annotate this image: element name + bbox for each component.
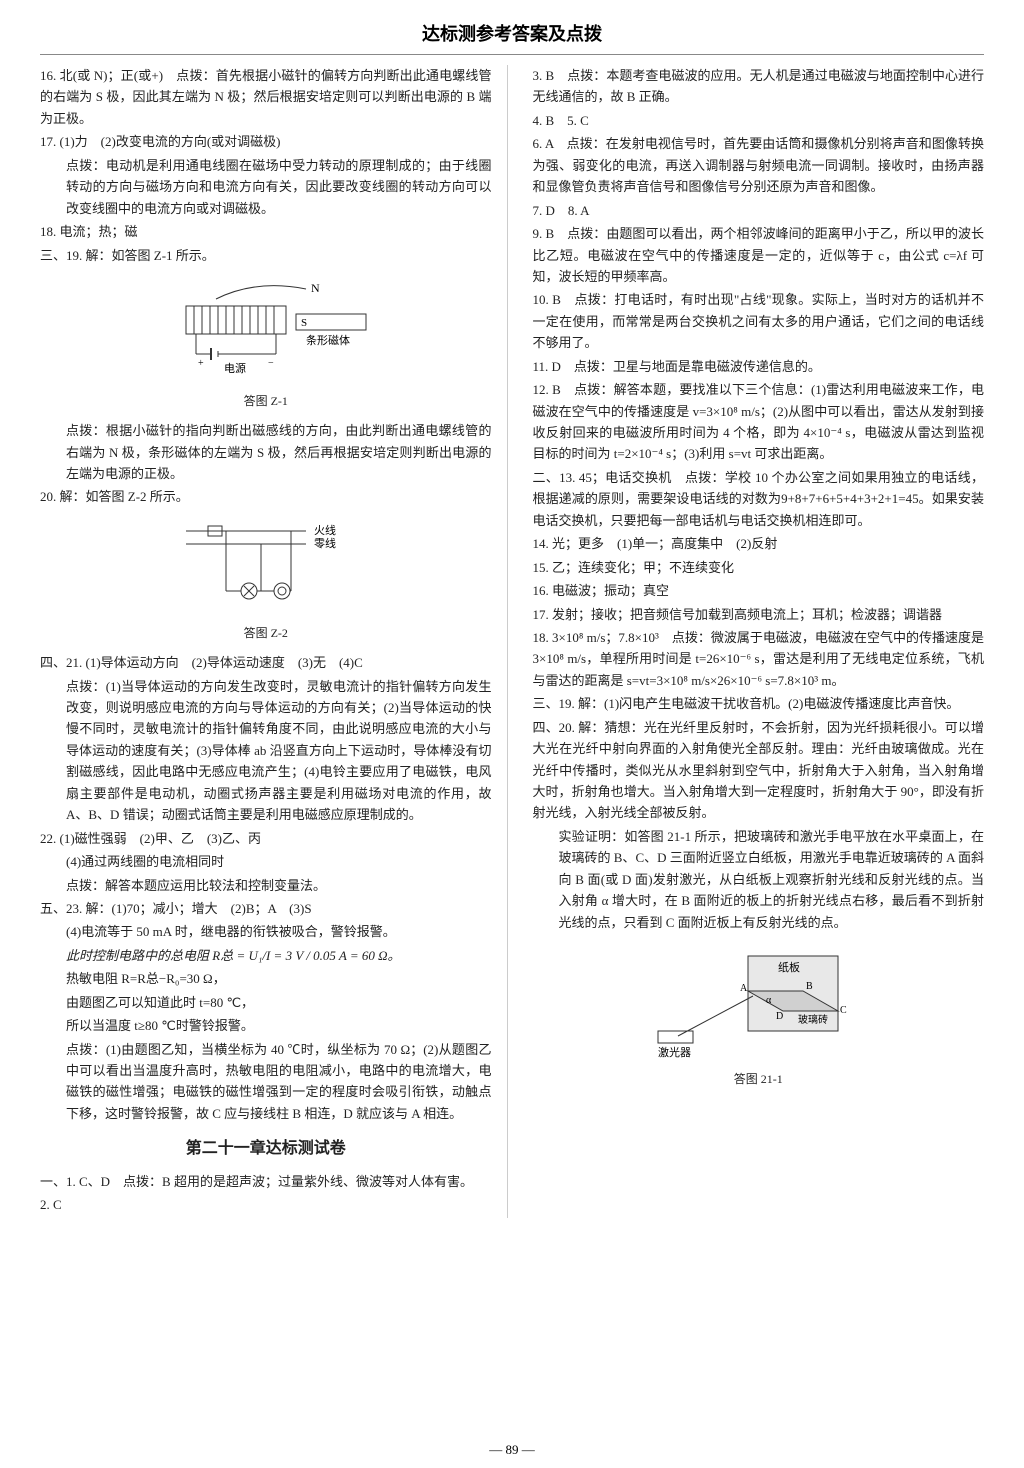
item-18: 18. 电流；热；磁 bbox=[40, 221, 492, 242]
svg-text:B: B bbox=[806, 981, 813, 992]
fig3-glass-label: 玻璃砖 bbox=[798, 1013, 828, 1026]
figure-z2: 火线 零线 答图 Z-2 bbox=[40, 516, 492, 644]
item-22c: 点拨：解答本题应运用比较法和控制变量法。 bbox=[40, 875, 492, 896]
item-23g: 点拨：(1)由题图乙知，当横坐标为 40 ℃时，纵坐标为 70 Ω；(2)从题图… bbox=[40, 1039, 492, 1125]
svg-text:−: − bbox=[268, 358, 274, 369]
r-item-17: 17. 发射；接收；把音频信号加载到高频电流上；耳机；检波器；调谐器 bbox=[533, 604, 985, 625]
item-20: 20. 解：如答图 Z-2 所示。 bbox=[40, 486, 492, 507]
content-columns: 16. 北(或 N)；正(或+) 点拨：首先根据小磁针的偏转方向判断出此通电螺线… bbox=[40, 65, 984, 1218]
chapter-21-title: 第二十一章达标测试卷 bbox=[40, 1136, 492, 1162]
r-item-7: 7. D 8. A bbox=[533, 200, 985, 221]
r-item-20a: 四、20. 解：猜想：光在光纤里反射时，不会折射，因为光纤损耗很小。可以增大光在… bbox=[533, 717, 985, 824]
item-21b: 点拨：(1)当导体运动的方向发生改变时，灵敏电流计的指针偏转方向发生改变，则说明… bbox=[40, 676, 492, 826]
item-23c: 此时控制电路中的总电阻 R总 = U₁/I = 3 V / 0.05 A = 6… bbox=[40, 945, 492, 966]
item-17b: 点拨：电动机是利用通电线圈在磁场中受力转动的原理制成的；由于线圈转动的方向与磁场… bbox=[40, 155, 492, 219]
r-item-6: 6. A 点拨：在发射电视信号时，首先要由话筒和摄像机分别将声音和图像转换为强、… bbox=[533, 133, 985, 197]
c21-item-1: 一、1. C、D 点拨：B 超用的是超声波；过量紫外线、微波等对人体有害。 bbox=[40, 1171, 492, 1192]
figure-21-1-caption: 答图 21-1 bbox=[533, 1070, 985, 1090]
svg-text:A: A bbox=[740, 983, 748, 994]
svg-text:C: C bbox=[840, 1005, 847, 1016]
figure-z1-caption: 答图 Z-1 bbox=[40, 392, 492, 412]
r-item-20b: 实验证明：如答图 21-1 所示，把玻璃砖和激光手电平放在水平桌面上，在玻璃砖的… bbox=[533, 826, 985, 933]
item-16: 16. 北(或 N)；正(或+) 点拨：首先根据小磁针的偏转方向判断出此通电螺线… bbox=[40, 65, 492, 129]
fig2-fire-label: 火线 bbox=[314, 523, 336, 537]
svg-text:D: D bbox=[776, 1011, 783, 1022]
fig1-power-label: 电源 bbox=[224, 361, 246, 375]
r-item-12: 12. B 点拨：解答本题，要找准以下三个信息：(1)雷达利用电磁波来工作，电磁… bbox=[533, 379, 985, 465]
item-23e: 由题图乙可以知道此时 t=80 ℃， bbox=[40, 992, 492, 1013]
fig1-bar-label: 条形磁体 bbox=[306, 333, 350, 347]
c21-item-2: 2. C bbox=[40, 1194, 492, 1215]
r-item-4: 4. B 5. C bbox=[533, 110, 985, 131]
item-22b: (4)通过两线圈的电流相同时 bbox=[40, 851, 492, 872]
fig3-board-label: 纸板 bbox=[778, 960, 800, 974]
item-22a: 22. (1)磁性强弱 (2)甲、乙 (3)乙、丙 bbox=[40, 828, 492, 849]
item-21a: 四、21. (1)导体运动方向 (2)导体运动速度 (3)无 (4)C bbox=[40, 652, 492, 673]
item-19: 三、19. 解：如答图 Z-1 所示。 bbox=[40, 245, 492, 266]
fig1-n-label: N bbox=[311, 281, 320, 295]
item-23b: (4)电流等于 50 mA 时，继电器的衔铁被吸合，警铃报警。 bbox=[40, 921, 492, 942]
figure-21-1-svg: 纸板 玻璃砖 A B C D α 激光器 bbox=[648, 941, 868, 1061]
figure-21-1: 纸板 玻璃砖 A B C D α 激光器 答图 21-1 bbox=[533, 941, 985, 1089]
svg-text:α: α bbox=[766, 995, 772, 1006]
r-item-19: 三、19. 解：(1)闪电产生电磁波干扰收音机。(2)电磁波传播速度比声音快。 bbox=[533, 693, 985, 714]
item-23d: 热敏电阻 R=R总−R₀=30 Ω， bbox=[40, 968, 492, 989]
left-column: 16. 北(或 N)；正(或+) 点拨：首先根据小磁针的偏转方向判断出此通电螺线… bbox=[40, 65, 508, 1218]
figure-z1-svg: N S 条形磁体 bbox=[156, 274, 376, 384]
fig1-s-label: S bbox=[301, 317, 307, 329]
figure-z2-svg: 火线 零线 bbox=[166, 516, 366, 616]
right-column: 3. B 点拨：本题考查电磁波的应用。无人机是通过电磁波与地面控制中心进行无线通… bbox=[528, 65, 985, 1218]
item-17a: 17. (1)力 (2)改变电流的方向(或对调磁极) bbox=[40, 131, 492, 152]
fig2-zero-label: 零线 bbox=[314, 536, 336, 550]
r-item-10: 10. B 点拨：打电话时，有时出现"占线"现象。实际上，当时对方的话机并不一定… bbox=[533, 289, 985, 353]
r-item-9: 9. B 点拨：由题图可以看出，两个相邻波峰间的距离甲小于乙，所以甲的波长比乙短… bbox=[533, 223, 985, 287]
page: 达标测参考答案及点拨 16. 北(或 N)；正(或+) 点拨：首先根据小磁针的偏… bbox=[0, 0, 1024, 1468]
item-19b: 点拨：根据小磁针的指向判断出磁感线的方向，由此判断出通电螺线管的右端为 N 极，… bbox=[40, 420, 492, 484]
figure-z1: N S 条形磁体 bbox=[40, 274, 492, 412]
page-header-title: 达标测参考答案及点拨 bbox=[40, 20, 984, 55]
svg-text:+: + bbox=[198, 358, 204, 369]
r-item-3: 3. B 点拨：本题考查电磁波的应用。无人机是通过电磁波与地面控制中心进行无线通… bbox=[533, 65, 985, 108]
fig3-laser-label: 激光器 bbox=[658, 1045, 691, 1059]
r-item-18: 18. 3×10⁸ m/s；7.8×10³ 点拨：微波属于电磁波，电磁波在空气中… bbox=[533, 627, 985, 691]
r-item-11: 11. D 点拨：卫星与地面是靠电磁波传递信息的。 bbox=[533, 356, 985, 377]
r-item-15: 15. 乙；连续变化；甲；不连续变化 bbox=[533, 557, 985, 578]
page-number: — 89 — bbox=[0, 1442, 1024, 1458]
r-item-14: 14. 光；更多 (1)单一；高度集中 (2)反射 bbox=[533, 533, 985, 554]
r-item-13: 二、13. 45；电话交换机 点拨：学校 10 个办公室之间如果用独立的电话线，… bbox=[533, 467, 985, 531]
r-item-16: 16. 电磁波；振动；真空 bbox=[533, 580, 985, 601]
figure-z2-caption: 答图 Z-2 bbox=[40, 624, 492, 644]
item-23f: 所以当温度 t≥80 ℃时警铃报警。 bbox=[40, 1015, 492, 1036]
item-23a: 五、23. 解：(1)70；减小；增大 (2)B；A (3)S bbox=[40, 898, 492, 919]
